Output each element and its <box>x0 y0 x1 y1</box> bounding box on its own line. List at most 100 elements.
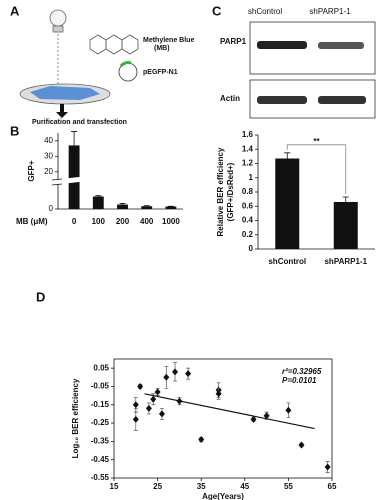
error-bar <box>284 152 291 159</box>
point <box>154 388 161 396</box>
plasmid-gene <box>119 61 132 68</box>
bar <box>141 206 153 209</box>
band <box>318 42 364 49</box>
x-axis-label: MB (μM) <box>16 217 48 226</box>
axis-break <box>52 176 88 185</box>
diagram-label: pEGFP-N1 <box>143 69 178 76</box>
diagram-label: Methylene Blue <box>143 37 194 44</box>
annotation: P=0.0101 <box>282 376 317 385</box>
trend-line <box>144 393 315 430</box>
y-axis-label: Log₁₀ BER efficiency <box>71 378 80 458</box>
y-tick-label: 1.6 <box>242 130 254 139</box>
x-tick-label: 25 <box>153 482 162 491</box>
y-tick-label: 0.4 <box>242 216 254 225</box>
point <box>250 415 257 423</box>
bar <box>165 206 177 209</box>
panel-letter: C <box>212 3 222 18</box>
y-axis-label: (GFP+/DsRed+) <box>226 162 235 221</box>
point <box>285 406 292 414</box>
point <box>137 382 144 390</box>
x-tick-label: 0 <box>72 217 77 226</box>
lamp <box>49 9 67 88</box>
diagram-label: (MB) <box>154 45 170 52</box>
point <box>158 410 165 418</box>
significance-label: ** <box>313 137 320 146</box>
y-tick-label: 1 <box>249 173 254 182</box>
panel-letter: A <box>10 3 20 18</box>
y-tick-label: -0.35 <box>91 436 110 445</box>
band <box>257 41 307 49</box>
y-axis-label: GFP+ <box>27 160 36 181</box>
point <box>324 463 331 471</box>
point <box>172 368 179 376</box>
bar <box>68 145 80 209</box>
y-tick-label: 40 <box>44 136 53 145</box>
significance-bracket <box>286 144 347 194</box>
annotation: r²=0.32965 <box>282 367 322 376</box>
panel-letter: B <box>10 123 19 138</box>
x-tick-label: 45 <box>240 482 249 491</box>
point <box>145 404 152 412</box>
error-bar <box>342 196 349 202</box>
y-tick-label: -0.15 <box>91 400 110 409</box>
point <box>185 370 192 378</box>
error-bar <box>143 205 150 207</box>
molecule <box>89 34 139 55</box>
y-tick-label: 0.05 <box>93 363 109 372</box>
axis-break <box>51 178 63 181</box>
band <box>257 96 307 104</box>
point <box>298 441 305 449</box>
panel-letter: D <box>36 289 45 304</box>
arrow <box>56 104 68 118</box>
blot-column: shPARP1-1 <box>309 7 351 16</box>
x-tick-label: shPARP1-1 <box>324 257 367 266</box>
bar <box>275 158 300 249</box>
plot-frame <box>113 358 333 479</box>
error-bar <box>71 131 78 146</box>
y-tick-label: 1.4 <box>242 144 254 153</box>
y-axis-label: Relative BER efficiency <box>216 147 225 236</box>
diagram-label: Purification and transfection <box>32 119 127 126</box>
axis-break <box>51 183 63 186</box>
y-tick-label: 0 <box>249 244 254 253</box>
y-tick-label: 0.8 <box>242 187 254 196</box>
point <box>215 390 222 398</box>
x-tick-label: 55 <box>284 482 293 491</box>
point <box>198 436 205 444</box>
bar <box>92 196 104 209</box>
y-tick-label: 30 <box>44 151 53 160</box>
cells <box>30 86 100 100</box>
y-tick-label: -0.55 <box>91 473 110 482</box>
blot-row: Actin <box>220 94 240 103</box>
band <box>318 96 366 104</box>
error-bar <box>95 195 102 197</box>
x-tick-label: 100 <box>92 217 106 226</box>
point <box>132 415 139 423</box>
x-axis-label: Age(Years) <box>202 492 244 500</box>
bar <box>117 204 128 209</box>
x-tick-label: 400 <box>140 217 154 226</box>
y-tick-label: 1.2 <box>242 159 254 168</box>
x-tick-label: 35 <box>197 482 206 491</box>
point <box>150 395 157 403</box>
blot-row: PARP1 <box>220 37 247 46</box>
x-tick-label: 1000 <box>162 217 180 226</box>
y-tick-label: -0.05 <box>91 382 110 391</box>
y-tick-label: 0.6 <box>242 201 254 210</box>
y-tick-label: -0.45 <box>91 455 110 464</box>
y-tick-label: -0.25 <box>91 418 110 427</box>
x-tick-label: shControl <box>268 257 306 266</box>
point <box>132 401 139 409</box>
blot-column: shControl <box>248 7 282 16</box>
x-tick-label: 200 <box>116 217 130 226</box>
y-tick-label: 20 <box>44 167 53 176</box>
bar <box>333 201 358 249</box>
error-bar <box>119 203 126 205</box>
point <box>163 373 170 381</box>
point <box>263 412 270 420</box>
y-tick-label: 0.2 <box>242 230 254 239</box>
y-tick-label: 0 <box>49 204 54 213</box>
x-tick-label: 65 <box>328 482 337 491</box>
x-tick-label: 15 <box>110 482 119 491</box>
